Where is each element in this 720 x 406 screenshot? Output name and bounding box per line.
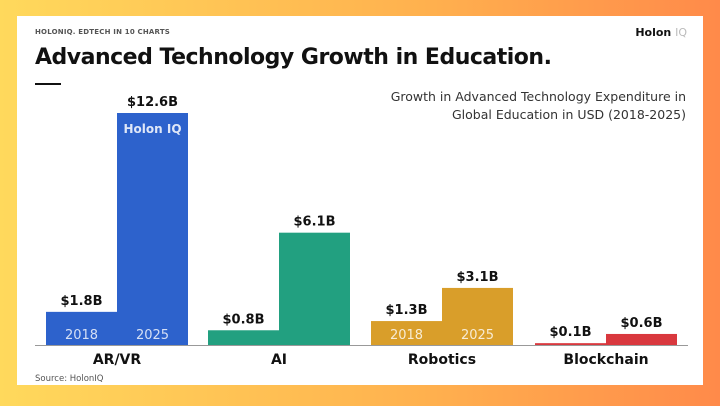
data-label: $6.1B [294, 215, 336, 230]
category-label: AR/VR [93, 352, 142, 368]
chart-subtitle: Growth in Advanced Technology Expenditur… [390, 89, 686, 122]
data-label: $12.6B [127, 95, 178, 110]
data-label: $0.8B [223, 312, 265, 327]
bar-robotics-2018 [371, 321, 442, 345]
source-note: Source: HolonIQ [35, 374, 104, 384]
bar-ar-vr-2025 [117, 113, 188, 345]
bar-blockchain-2025 [606, 333, 677, 345]
holoniq-logo: Holon IQ [635, 26, 687, 39]
bar-robotics-2025 [442, 287, 513, 345]
title-underline [35, 83, 61, 85]
category-label: Blockchain [563, 352, 648, 368]
year-label: 2018 [65, 328, 98, 343]
category-label: Robotics [408, 352, 476, 368]
data-label: $0.1B [550, 325, 592, 340]
bar-ar-vr-2018 [46, 311, 117, 345]
year-label: 2018 [390, 328, 423, 343]
year-label: 2025 [461, 328, 494, 343]
kicker: HOLONIQ. EDTECH IN 10 CHARTS [35, 28, 171, 36]
bar-ai-2018 [208, 330, 279, 345]
category-label: AI [271, 352, 287, 368]
data-label: $1.8B [61, 294, 103, 309]
data-label: $1.3B [386, 303, 428, 318]
bar-logo: Holon IQ [123, 122, 181, 136]
chart-title: Advanced Technology Growth in Education. [35, 45, 552, 70]
data-label: $0.6B [621, 316, 663, 331]
bar-ai-2025 [279, 232, 350, 345]
bar-blockchain-2018 [535, 343, 606, 345]
data-label: $3.1B [457, 270, 499, 285]
year-label: 2025 [136, 328, 169, 343]
